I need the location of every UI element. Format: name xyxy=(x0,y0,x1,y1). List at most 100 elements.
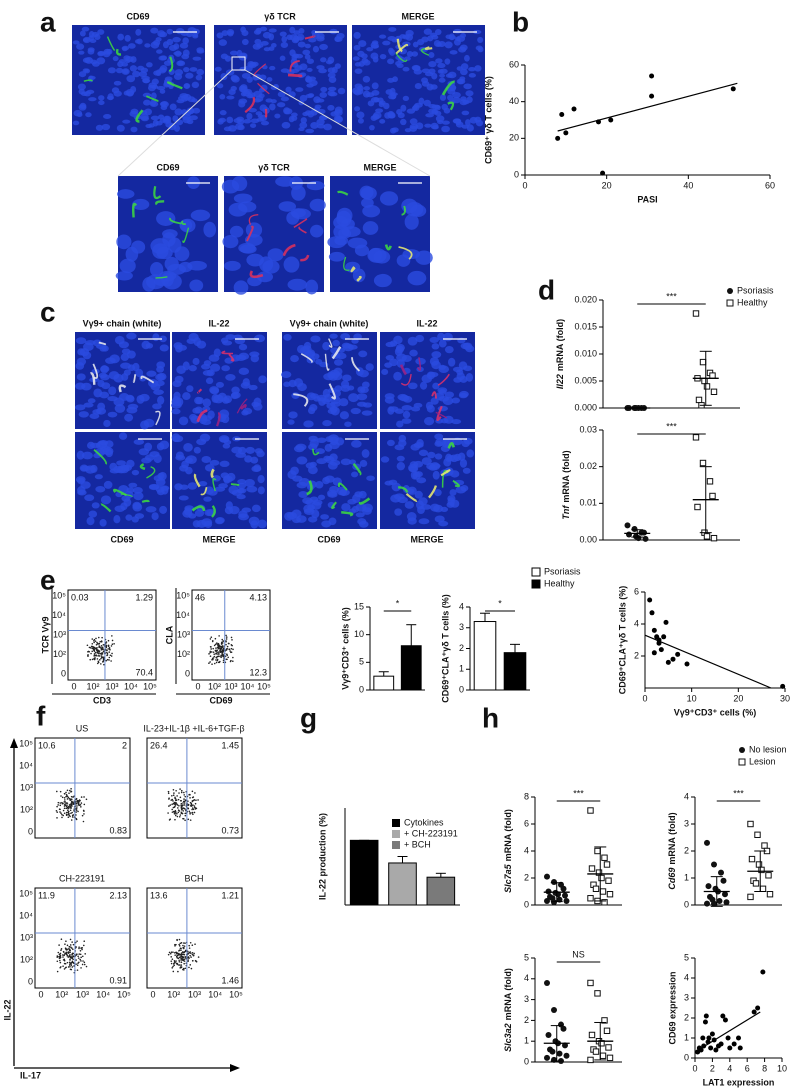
bar xyxy=(388,862,417,906)
nucleus xyxy=(385,354,395,361)
nucleus xyxy=(396,254,411,267)
nucleus xyxy=(327,461,338,470)
nucleus xyxy=(84,68,91,74)
event-dot xyxy=(174,801,177,804)
event-dot xyxy=(170,956,173,958)
nucleus xyxy=(396,343,405,352)
nucleus xyxy=(254,38,262,45)
nucleus xyxy=(151,512,159,521)
nucleus xyxy=(417,38,425,46)
x-axis-label: Vγ9⁺CD3⁺ cells (%) xyxy=(674,707,757,717)
nucleus xyxy=(202,406,211,412)
nucleus xyxy=(312,45,320,53)
nucleus xyxy=(381,368,389,376)
nucleus xyxy=(409,349,418,357)
event-dot xyxy=(210,648,212,650)
stain xyxy=(352,462,362,476)
nucleus xyxy=(226,95,235,100)
event-dot xyxy=(70,968,73,971)
event-dot xyxy=(222,648,224,650)
nucleus xyxy=(455,486,467,494)
event-dot xyxy=(66,954,69,957)
nucleus xyxy=(324,475,335,483)
event-dot xyxy=(100,644,103,647)
nucleus xyxy=(203,360,212,366)
label-text: mRNA (fold) xyxy=(555,319,565,371)
nucleus xyxy=(318,68,327,74)
event-dot xyxy=(102,659,105,661)
nucleus xyxy=(477,36,484,44)
event-dot xyxy=(172,970,175,973)
nucleus xyxy=(102,50,111,58)
event-dot xyxy=(191,800,194,803)
nucleus xyxy=(369,124,375,131)
nucleus xyxy=(357,85,364,91)
nucleus xyxy=(309,198,326,212)
event-dot xyxy=(98,650,101,653)
panel-label: h xyxy=(482,702,499,733)
nucleus xyxy=(398,439,407,447)
event-dot xyxy=(213,653,216,655)
nucleus xyxy=(247,60,255,68)
data-point xyxy=(723,899,730,906)
y-tick-label: 4 xyxy=(634,618,639,628)
nucleus xyxy=(89,38,97,44)
data-point xyxy=(603,1027,611,1034)
event-dot xyxy=(79,953,82,956)
nucleus xyxy=(160,55,168,61)
nucleus xyxy=(285,86,292,93)
nucleus xyxy=(404,501,415,509)
nucleus xyxy=(216,83,224,89)
event-dot xyxy=(209,661,211,663)
stain xyxy=(155,200,165,206)
nucleus xyxy=(220,472,230,479)
event-dot xyxy=(109,648,111,651)
nucleus xyxy=(249,351,260,357)
nucleus xyxy=(316,123,326,129)
nucleus xyxy=(388,27,397,32)
stain xyxy=(437,373,450,386)
data-point xyxy=(711,900,717,907)
event-dot xyxy=(188,944,190,947)
event-dot xyxy=(177,957,180,960)
significance-label: *** xyxy=(666,421,677,431)
nucleus xyxy=(434,440,443,447)
nucleus xyxy=(453,453,462,462)
event-dot xyxy=(94,651,97,654)
event-dot xyxy=(208,653,210,655)
nucleus xyxy=(310,335,321,343)
nucleus xyxy=(344,421,352,427)
nucleus xyxy=(328,76,337,84)
event-dot xyxy=(178,938,181,941)
nucleus xyxy=(317,494,326,501)
image-caption: IL-22 xyxy=(416,318,437,328)
nucleus xyxy=(238,201,257,213)
nucleus xyxy=(339,488,347,496)
nucleus xyxy=(254,334,266,343)
nucleus xyxy=(475,119,484,127)
legend-swatch xyxy=(392,830,400,838)
event-dot xyxy=(63,954,65,957)
stain xyxy=(337,482,348,491)
event-dot xyxy=(61,813,63,816)
nucleus xyxy=(358,40,367,47)
nucleus xyxy=(348,393,359,403)
point xyxy=(563,130,569,136)
event-dot xyxy=(56,960,59,963)
nucleus xyxy=(213,394,224,404)
nucleus xyxy=(179,484,189,490)
event-dot xyxy=(63,958,66,961)
stain xyxy=(328,383,336,400)
legend-label: Healthy xyxy=(544,578,575,588)
quadrant-value: 4.13 xyxy=(249,592,267,602)
event-dot xyxy=(56,817,58,819)
nucleus xyxy=(351,471,359,478)
event-dot xyxy=(178,815,181,818)
data-point xyxy=(563,1052,570,1059)
nucleus xyxy=(140,420,150,430)
x-tick-label: 6 xyxy=(745,1063,750,1073)
event-dot xyxy=(58,808,61,811)
event-dot xyxy=(177,809,180,812)
nucleus xyxy=(333,115,343,123)
nucleus xyxy=(92,61,100,67)
